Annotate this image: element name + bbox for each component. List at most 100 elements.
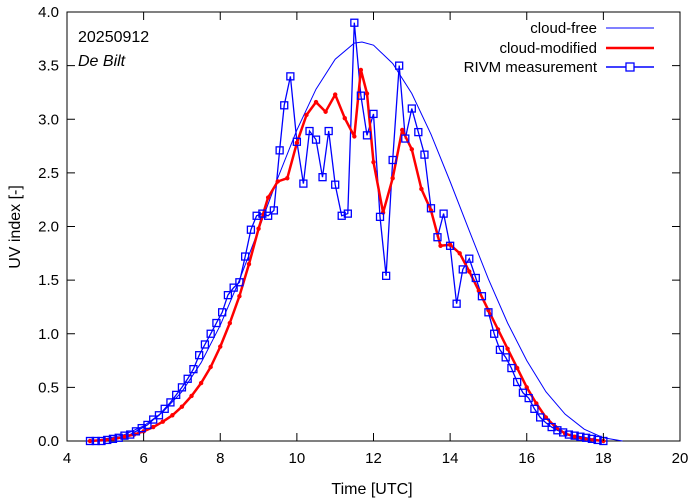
y-tick-label: 3.0 (38, 111, 59, 128)
rivm-measurement-point (536, 413, 545, 422)
rivm-measurement-point (356, 91, 366, 100)
rivm-measurement-point (108, 434, 118, 444)
rivm-measurement-point (200, 340, 210, 349)
x-tick-label: 16 (518, 450, 535, 467)
rivm-measurement-point (229, 283, 238, 292)
y-tick-label: 1.5 (38, 272, 59, 289)
rivm-measurement-point (280, 101, 289, 110)
rivm-measurement-point (395, 61, 404, 70)
rivm-measurement-point (507, 363, 516, 373)
x-tick-label: 10 (289, 450, 306, 467)
rivm-measurement-point (114, 433, 123, 442)
rivm-measurement-point (311, 135, 321, 144)
x-tick-label: 8 (216, 450, 224, 467)
plot-frame (66, 11, 681, 442)
cloud-modified-point (218, 344, 223, 349)
cloud-modified-point (87, 438, 93, 444)
rivm-measurement-point (305, 126, 314, 136)
legend: cloud-free cloud-modified RIVM measureme… (464, 20, 654, 76)
rivm-measurement-point (337, 211, 346, 220)
cloud-modified-point (294, 140, 300, 146)
rivm-measurement-point (299, 179, 308, 188)
rivm-measurement-point (570, 431, 579, 440)
rivm-measurement-point (331, 180, 340, 189)
rivm-measurement-point (477, 292, 487, 301)
rivm-measurement-point (263, 211, 273, 220)
rivm-measurement-point (286, 72, 295, 81)
rivm-measurement-point (189, 364, 198, 374)
rivm-measurement-point (362, 131, 372, 140)
cloud-modified-point (227, 320, 233, 326)
rivm-measurement-point (97, 436, 106, 446)
rivm-measurement-point (553, 426, 562, 435)
rivm-measurement-point (275, 146, 284, 155)
cloud-modified-point (364, 91, 370, 96)
rivm-measurement-point (120, 431, 129, 440)
rivm-measurement-point (414, 127, 423, 137)
cloud-modified-point (313, 99, 319, 105)
rivm-measurement-point (103, 435, 112, 445)
rivm-measurement-point (445, 241, 455, 250)
rivm-measurement-point (458, 265, 467, 274)
x-tick-label: 4 (63, 450, 71, 467)
rivm-measurement-point (324, 126, 333, 136)
cloud-modified-point (285, 176, 290, 181)
cloud-modified-point (524, 385, 529, 390)
rivm-measurement-point (426, 204, 436, 213)
rivm-measurement-point (375, 212, 385, 221)
legend-label-cloud-modified: cloud-modified (499, 40, 597, 57)
rivm-measurement-point (530, 404, 539, 413)
cloud-modified-point (467, 269, 472, 274)
rivm-measurement-point (401, 134, 410, 143)
rivm-measurement-point (172, 390, 181, 400)
cloud-modified-point (160, 419, 165, 424)
cloud-modified-point (189, 393, 194, 399)
rivm-measurement-point (541, 418, 551, 427)
rivm-measurement-point (206, 329, 215, 338)
plot-frame-layer (66, 11, 681, 442)
cloud-free-line (89, 41, 623, 442)
cloud-modified-point (275, 179, 280, 184)
cloud-modified-point (572, 434, 577, 439)
location-annotation: De Bilt (78, 53, 126, 70)
cloud-modified-point (371, 159, 376, 165)
rivm-measurement-point (143, 420, 152, 430)
rivm-measurement-point (246, 225, 256, 234)
rivm-measurement-point (495, 345, 505, 354)
rivm-measurement-point (183, 374, 192, 383)
cloud-modified-point (390, 176, 395, 181)
cloud-modified-point (265, 195, 271, 200)
rivm-measurement-point (501, 353, 510, 362)
y-tick-label: 2.0 (38, 219, 59, 236)
rivm-measurement-point (258, 209, 267, 218)
cloud-modified-point (256, 226, 261, 231)
cloud-modified-point (198, 380, 204, 386)
cloud-modified-point (304, 112, 309, 118)
cloud-modified-point (543, 415, 549, 420)
rivm-measurement-point (484, 308, 493, 317)
y-tick-label: 3.5 (38, 58, 59, 75)
rivm-measurement-point (420, 150, 429, 159)
cloud-modified-point (447, 242, 453, 247)
rivm-measurement-point (581, 433, 591, 442)
rivm-measurement-point (564, 430, 574, 439)
cloud-modified-point (208, 364, 213, 370)
y-axis-title: UV index [-] (7, 185, 24, 269)
rivm-measurement-point (490, 329, 499, 338)
rivm-measurement-point (292, 137, 302, 146)
cloud-modified-point (332, 92, 338, 97)
y-tick-label: 2.5 (38, 165, 59, 182)
rivm-measurement-point (465, 254, 474, 263)
cloud-modified-point (409, 147, 415, 152)
x-tick-label: 18 (595, 450, 612, 467)
rivm-measurement-point (350, 18, 359, 27)
legend-swatch-rivm-square (625, 62, 635, 72)
rivm-measurement-point (218, 308, 227, 317)
cloud-modified-point (534, 401, 539, 406)
cloud-modified-point (457, 251, 462, 256)
cloud-modified-point (352, 134, 357, 139)
cloud-modified-point (400, 127, 405, 133)
rivm-measurement-point (439, 209, 448, 218)
rivm-measurement-point (252, 211, 261, 220)
